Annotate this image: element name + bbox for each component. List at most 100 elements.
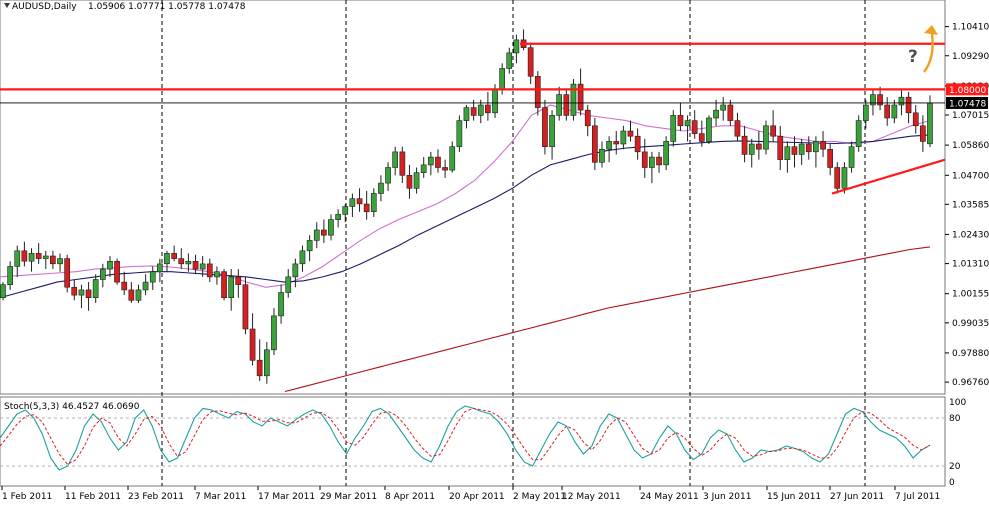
candle	[877, 86, 883, 111]
candle-body	[363, 203, 370, 213]
price-tick-label: 1.02430	[952, 230, 989, 240]
candle-body	[142, 281, 149, 291]
candle-body	[420, 164, 427, 173]
candle-body	[171, 253, 178, 259]
candle	[107, 256, 113, 277]
stoch-level-lines	[0, 417, 945, 467]
candle-body	[777, 135, 784, 160]
candle	[677, 102, 684, 132]
candle	[656, 151, 662, 173]
candle	[456, 115, 463, 152]
candle	[641, 138, 648, 178]
candle	[748, 138, 755, 168]
candle-body	[42, 255, 49, 259]
candle	[14, 245, 21, 277]
candle-body	[463, 107, 470, 121]
candle	[263, 341, 270, 384]
candle-body	[648, 156, 655, 168]
candle	[791, 136, 798, 168]
candle	[192, 254, 199, 275]
candle-body	[399, 151, 406, 176]
price-tick-label: 0.97880	[952, 349, 989, 359]
date-tick-label: 2 May 2011	[513, 492, 566, 502]
candle	[28, 248, 35, 272]
candle-body	[870, 94, 876, 106]
candle	[684, 115, 691, 142]
candle-body	[741, 135, 748, 155]
candles	[0, 29, 933, 384]
candle	[798, 138, 805, 165]
candle-body	[706, 117, 712, 142]
candle	[21, 241, 28, 267]
price-tick-label: 1.10410	[952, 23, 989, 33]
stochastic-lines	[0, 405, 931, 471]
candle-body	[185, 260, 192, 265]
candle-body	[392, 151, 399, 168]
candle	[620, 125, 627, 150]
candle	[413, 167, 420, 194]
resistance-price-tag	[946, 83, 988, 96]
candle-body	[214, 271, 220, 278]
candle	[898, 89, 905, 116]
candle	[834, 162, 841, 194]
stoch-level-label: 80	[949, 414, 961, 424]
candle	[463, 104, 470, 129]
candle	[706, 115, 712, 145]
price-tick-label: 1.07015	[952, 111, 989, 121]
candle-body	[292, 263, 299, 278]
price-tick-label: 1.03585	[952, 200, 989, 210]
candle-body	[228, 276, 235, 298]
candle-body	[577, 83, 584, 111]
candle	[506, 47, 513, 74]
candle	[606, 136, 612, 163]
candle-body	[898, 96, 905, 106]
candle-body	[14, 250, 21, 267]
candle-body	[299, 250, 306, 265]
stoch-level-label: 100	[949, 398, 966, 408]
candle	[919, 115, 926, 152]
candle-body	[570, 83, 577, 116]
candle-body	[499, 68, 506, 90]
candle-body	[128, 289, 135, 301]
support-trendline	[831, 158, 946, 195]
stoch-signal-line	[0, 407, 931, 466]
candle-body	[862, 104, 869, 121]
candle-body	[770, 125, 776, 137]
candle	[427, 151, 434, 176]
candle-body	[877, 94, 883, 106]
candle	[755, 131, 762, 160]
candle-body	[370, 193, 377, 213]
candle	[392, 146, 399, 176]
candle-body	[563, 94, 570, 116]
candle	[770, 110, 776, 142]
candle-body	[591, 125, 598, 163]
candle-body	[477, 104, 484, 116]
candle	[378, 175, 384, 202]
stoch-axis: 100 80 20 0	[949, 398, 966, 488]
candle-body	[78, 289, 85, 296]
candle-body	[470, 107, 477, 116]
candle-body	[549, 115, 555, 148]
candle-body	[256, 359, 263, 377]
candle-body	[634, 135, 641, 153]
candle	[513, 34, 520, 64]
horizontal-lines[interactable]	[0, 42, 946, 195]
current-price-tag	[946, 96, 988, 109]
candle-body	[734, 120, 741, 137]
candle	[271, 308, 277, 356]
candle	[356, 188, 363, 212]
candle	[763, 120, 769, 155]
candle	[0, 282, 6, 301]
candle-body	[534, 76, 541, 108]
candle	[406, 164, 413, 199]
date-tick-label: 8 Apr 2011	[385, 492, 435, 502]
question-mark: ?	[908, 47, 918, 67]
candle-body	[320, 229, 327, 236]
candle-body	[820, 141, 826, 150]
date-tick-label: 20 Apr 2011	[449, 492, 505, 502]
candle	[841, 162, 848, 194]
candle-body	[285, 276, 292, 293]
candle	[563, 89, 570, 121]
candle	[584, 104, 591, 137]
